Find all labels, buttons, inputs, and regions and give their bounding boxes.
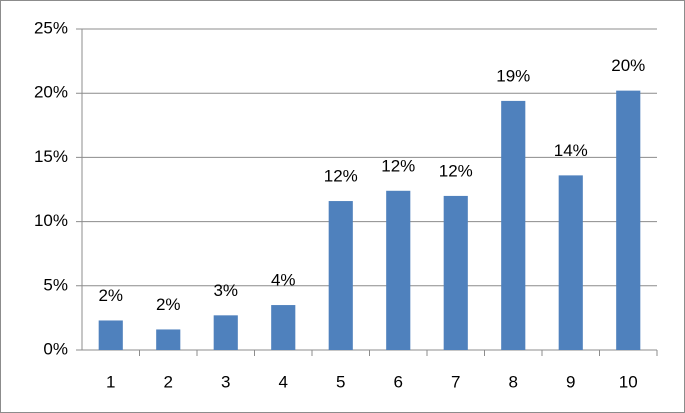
x-tick-label: 3 — [221, 372, 230, 391]
bar — [328, 201, 353, 350]
y-tick-label: 25% — [34, 18, 68, 37]
x-tick-label: 9 — [566, 372, 575, 391]
bar — [616, 90, 641, 350]
bar — [501, 100, 526, 351]
bar — [558, 175, 583, 350]
x-tick-label: 6 — [394, 372, 403, 391]
bar — [386, 190, 411, 350]
data-label: 12% — [324, 167, 358, 186]
x-tick-label: 5 — [336, 372, 345, 391]
bar — [443, 195, 468, 350]
data-label: 12% — [439, 161, 473, 180]
data-label: 14% — [554, 141, 588, 160]
bar — [213, 315, 238, 350]
y-tick-label: 20% — [34, 83, 68, 102]
x-tick-label: 8 — [509, 372, 518, 391]
data-label: 2% — [156, 295, 181, 314]
data-label: 20% — [611, 56, 645, 75]
data-label: 12% — [381, 156, 415, 175]
bar — [271, 305, 296, 350]
x-tick-label: 2 — [164, 372, 173, 391]
y-tick-label: 0% — [43, 339, 68, 358]
x-tick-label: 7 — [451, 372, 460, 391]
y-tick-label: 5% — [43, 275, 68, 294]
data-label: 3% — [213, 281, 238, 300]
bar — [98, 320, 123, 350]
y-tick-label: 15% — [34, 147, 68, 166]
bar — [156, 329, 181, 350]
x-tick-label: 10 — [619, 372, 638, 391]
y-tick-label: 10% — [34, 211, 68, 230]
data-label: 2% — [98, 286, 123, 305]
data-label: 4% — [271, 271, 296, 290]
x-tick-label: 4 — [279, 372, 288, 391]
data-label: 19% — [496, 66, 530, 85]
x-tick-label: 1 — [106, 372, 115, 391]
